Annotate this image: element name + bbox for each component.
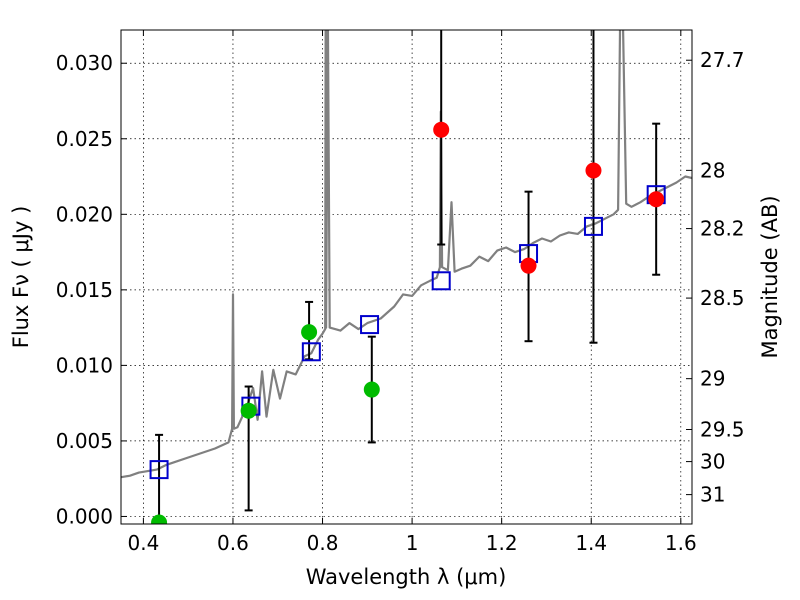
y2-tick-label: 29	[700, 367, 725, 391]
detection-point	[363, 381, 380, 398]
red-point	[433, 121, 450, 138]
y2-tick-label: 28.5	[700, 286, 745, 310]
red-point	[648, 191, 665, 208]
model-flux-box	[583, 216, 603, 236]
y-axis-label: Flux Fν ( μJy )	[9, 206, 33, 349]
y2-tick-label: 27.7	[700, 48, 745, 72]
x-tick-label: 1.2	[486, 531, 518, 555]
model-flux-box	[431, 271, 451, 291]
detection-point	[151, 514, 168, 524]
grid	[121, 30, 692, 524]
x-tick-label: 1.6	[665, 531, 697, 555]
data-layer	[121, 30, 692, 524]
plot-area	[121, 30, 692, 524]
x-tick-label: 1	[406, 531, 419, 555]
y-tick-label: 0.015	[56, 278, 113, 302]
y-tick-label: 0.005	[56, 429, 113, 453]
model-flux-box	[360, 315, 380, 335]
detection-point	[240, 402, 257, 419]
ticks: 0.4 0.6 0.8 1 1.2 1.4 1.6 0.000 0.005 0.010 0.015 0…	[56, 30, 745, 555]
y2-tick-label: 30	[700, 450, 725, 474]
y-tick-label: 0.010	[56, 353, 113, 377]
y-tick-label: 0.030	[56, 51, 113, 75]
y2-tick-label: 29.5	[700, 418, 745, 442]
red-point	[585, 162, 602, 179]
detection-point	[301, 324, 318, 341]
red-point	[520, 257, 537, 274]
model-flux-box	[149, 460, 169, 480]
x-tick-label: 1.4	[575, 531, 607, 555]
spectrum-line	[121, 30, 692, 479]
model-flux-box	[301, 342, 321, 362]
y-tick-label: 0.000	[56, 504, 113, 528]
x-tick-label: 0.8	[307, 531, 339, 555]
x-axis-label: Wavelength λ (μm)	[306, 565, 507, 589]
x-tick-label: 0.4	[127, 531, 159, 555]
x-tick-label: 0.6	[217, 531, 249, 555]
y-tick-label: 0.025	[56, 127, 113, 151]
plot-frame	[120, 29, 693, 525]
y2-tick-label: 28.2	[700, 217, 745, 241]
y2-tick-label: 28	[700, 158, 725, 182]
y-tick-label: 0.020	[56, 202, 113, 226]
y2-tick-label: 31	[700, 483, 725, 507]
y2-axis-label: Magnitude (AB)	[758, 195, 782, 358]
